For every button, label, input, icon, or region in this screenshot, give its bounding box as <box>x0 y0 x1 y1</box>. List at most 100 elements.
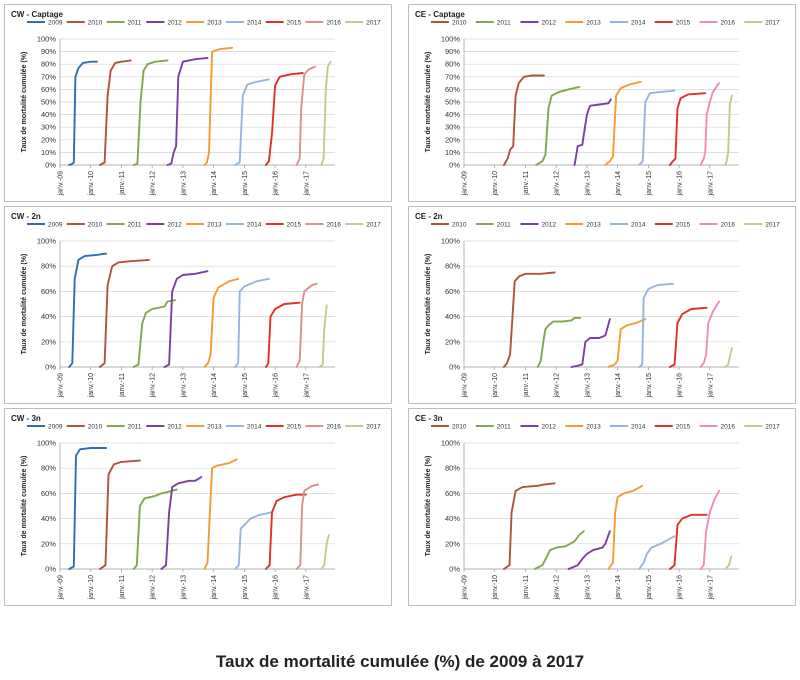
series-line-2016 <box>699 82 720 166</box>
x-tick-label: janv.-13 <box>584 575 591 600</box>
x-tick-label: janv.-15 <box>242 575 249 600</box>
chart-svg: 2010 2011 2012 2013 2014 2015 2016 2017 0% 10% 20%… <box>425 20 780 197</box>
x-tick-label: janv.-09 <box>58 373 65 398</box>
series-line-2012 <box>163 270 209 368</box>
y-tick-label: 100% <box>441 35 461 44</box>
y-tick-label: 80% <box>445 262 460 271</box>
series-line-2015 <box>668 92 707 166</box>
y-axis-label: Taux de mortalité cumulée (%) <box>21 254 28 355</box>
y-tick-label: 20% <box>445 539 460 548</box>
legend-label-2015: 2015 <box>287 424 302 431</box>
y-tick-label: 0% <box>449 565 460 574</box>
legend-label-2014: 2014 <box>631 20 646 27</box>
x-tick-label: janv.-09 <box>58 575 65 600</box>
y-axis-label: Taux de mortalité cumulée (%) <box>21 456 28 557</box>
chart-title: CW - Captage <box>11 10 63 19</box>
legend-label-2016: 2016 <box>326 424 341 431</box>
legend-label-2017: 2017 <box>765 222 780 229</box>
legend-label-2011: 2011 <box>128 222 142 229</box>
series-line-2013 <box>203 277 240 368</box>
y-tick-label: 20% <box>445 337 460 346</box>
legend-label-2014: 2014 <box>247 20 262 27</box>
legend-label-2013: 2013 <box>586 222 601 229</box>
x-tick-label: janv.-17 <box>707 171 714 196</box>
legend-label-2010: 2010 <box>88 222 103 229</box>
chart-svg: 2009 2010 2011 2012 2013 2014 2015 2016 2017 0% 10… <box>21 20 381 197</box>
y-tick-label: 20% <box>445 135 460 144</box>
x-tick-label: janv.-11 <box>119 171 126 196</box>
chart-grid: CW - Captage 2009 2010 2011 2012 2013 2014 2015… <box>4 4 796 606</box>
legend-label-2014: 2014 <box>631 222 646 229</box>
series-line-2009 <box>68 252 108 368</box>
y-tick-label: 100% <box>441 237 461 246</box>
x-tick-label: janv.-13 <box>584 171 591 196</box>
legend-label-2011: 2011 <box>497 20 511 27</box>
legend-label-2010: 2010 <box>88 20 103 27</box>
x-tick-label: janv.-16 <box>677 575 684 600</box>
x-tick-label: janv.-16 <box>273 575 280 600</box>
x-tick-label: janv.-11 <box>523 575 530 600</box>
chart-title: CW - 2n <box>11 212 41 221</box>
series-line-2017 <box>320 60 332 166</box>
y-tick-label: 20% <box>41 337 56 346</box>
y-tick-label: 80% <box>41 60 56 69</box>
y-tick-label: 10% <box>445 148 460 157</box>
series-line-2015 <box>264 493 307 570</box>
legend-label-2014: 2014 <box>247 424 262 431</box>
series-line-2013 <box>203 458 238 570</box>
series-line-2010 <box>98 459 141 570</box>
series-line-2013 <box>604 80 642 166</box>
y-tick-label: 50% <box>41 98 56 107</box>
y-axis-label: Taux de mortalité cumulée (%) <box>425 52 432 153</box>
x-tick-label: janv.-16 <box>273 373 280 398</box>
x-tick-label: janv.-11 <box>119 575 126 600</box>
chart-svg: 2009 2010 2011 2012 2013 2014 2015 2016 2017 0% 20… <box>21 222 381 399</box>
x-tick-label: janv.-09 <box>462 575 469 600</box>
series-line-2012 <box>573 98 612 166</box>
legend-label-2012: 2012 <box>167 424 182 431</box>
legend-label-2010: 2010 <box>88 424 103 431</box>
series-line-2014 <box>234 277 270 368</box>
y-tick-label: 30% <box>445 123 460 132</box>
y-tick-label: 70% <box>41 72 56 81</box>
chart-title: CW - 3n <box>11 414 41 423</box>
legend-label-2011: 2011 <box>497 424 511 431</box>
series-line-2014 <box>638 535 676 570</box>
y-tick-label: 20% <box>41 539 56 548</box>
x-tick-label: janv.-11 <box>523 373 530 398</box>
x-tick-label: janv.-09 <box>462 373 469 398</box>
legend-label-2013: 2013 <box>207 424 222 431</box>
series-line-2016 <box>295 483 320 570</box>
series-line-2012 <box>567 530 611 570</box>
chart-panel-cw-2n: CW - 2n 2009 2010 2011 2012 2013 2014 2015 2016 2… <box>4 206 392 404</box>
x-tick-label: janv.-12 <box>554 373 561 398</box>
x-tick-label: janv.-17 <box>303 171 310 196</box>
y-tick-label: 0% <box>45 363 56 372</box>
x-tick-label: janv.-10 <box>88 171 95 196</box>
legend-label-2012: 2012 <box>542 222 557 229</box>
x-tick-label: janv.-13 <box>584 373 591 398</box>
legend-label-2010: 2010 <box>452 424 467 431</box>
series-line-2015 <box>264 301 301 368</box>
y-tick-label: 70% <box>445 72 460 81</box>
chart-title: CE - Captage <box>415 10 465 19</box>
x-tick-label: janv.-15 <box>242 171 249 196</box>
y-tick-label: 80% <box>41 464 56 473</box>
series-line-2017 <box>724 94 733 166</box>
x-tick-label: janv.-16 <box>677 171 684 196</box>
x-tick-label: janv.-14 <box>615 171 622 196</box>
x-tick-label: janv.-15 <box>646 575 653 600</box>
y-tick-label: 80% <box>445 464 460 473</box>
y-tick-label: 90% <box>41 47 56 56</box>
legend-label-2013: 2013 <box>207 20 222 27</box>
legend-label-2012: 2012 <box>167 222 182 229</box>
legend-label-2015: 2015 <box>676 424 691 431</box>
legend-label-2012: 2012 <box>542 20 557 27</box>
series-line-2015 <box>264 72 304 166</box>
legend-label-2017: 2017 <box>765 20 780 27</box>
legend-label-2015: 2015 <box>676 222 691 229</box>
series-line-2013 <box>607 484 644 570</box>
x-tick-label: janv.-10 <box>88 575 95 600</box>
x-tick-label: janv.-12 <box>554 171 561 196</box>
legend-label-2010: 2010 <box>452 222 467 229</box>
